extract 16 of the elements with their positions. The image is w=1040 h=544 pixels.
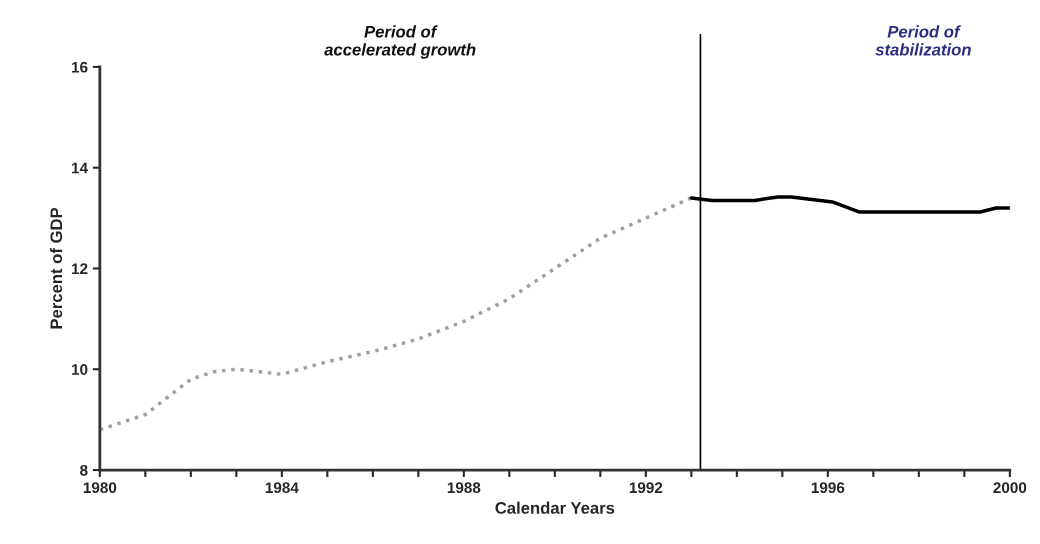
- text: Period of stabilization: [875, 25, 971, 56]
- y-tick-label: 16: [72, 61, 88, 73]
- line-series: [99, 196, 694, 432]
- x-tick-label: 2000: [993, 482, 1027, 494]
- y-tick-label: 14: [72, 162, 88, 174]
- x-tick-label: 1992: [629, 482, 663, 494]
- x-tick-label: 1988: [447, 482, 481, 494]
- x-tick-label: 1996: [811, 482, 845, 494]
- y-tick-label: 10: [72, 364, 88, 375]
- x-tick-label: 1980: [83, 482, 117, 494]
- y-tick-label: 8: [80, 464, 88, 476]
- x-axis-title: Calendar Years: [495, 501, 615, 514]
- x-tick-label: 1984: [265, 482, 299, 494]
- y-tick-label: 12: [72, 263, 88, 274]
- text: Period of accelerated growth: [324, 25, 476, 59]
- y-axis-title: Percent of GDP: [49, 207, 63, 329]
